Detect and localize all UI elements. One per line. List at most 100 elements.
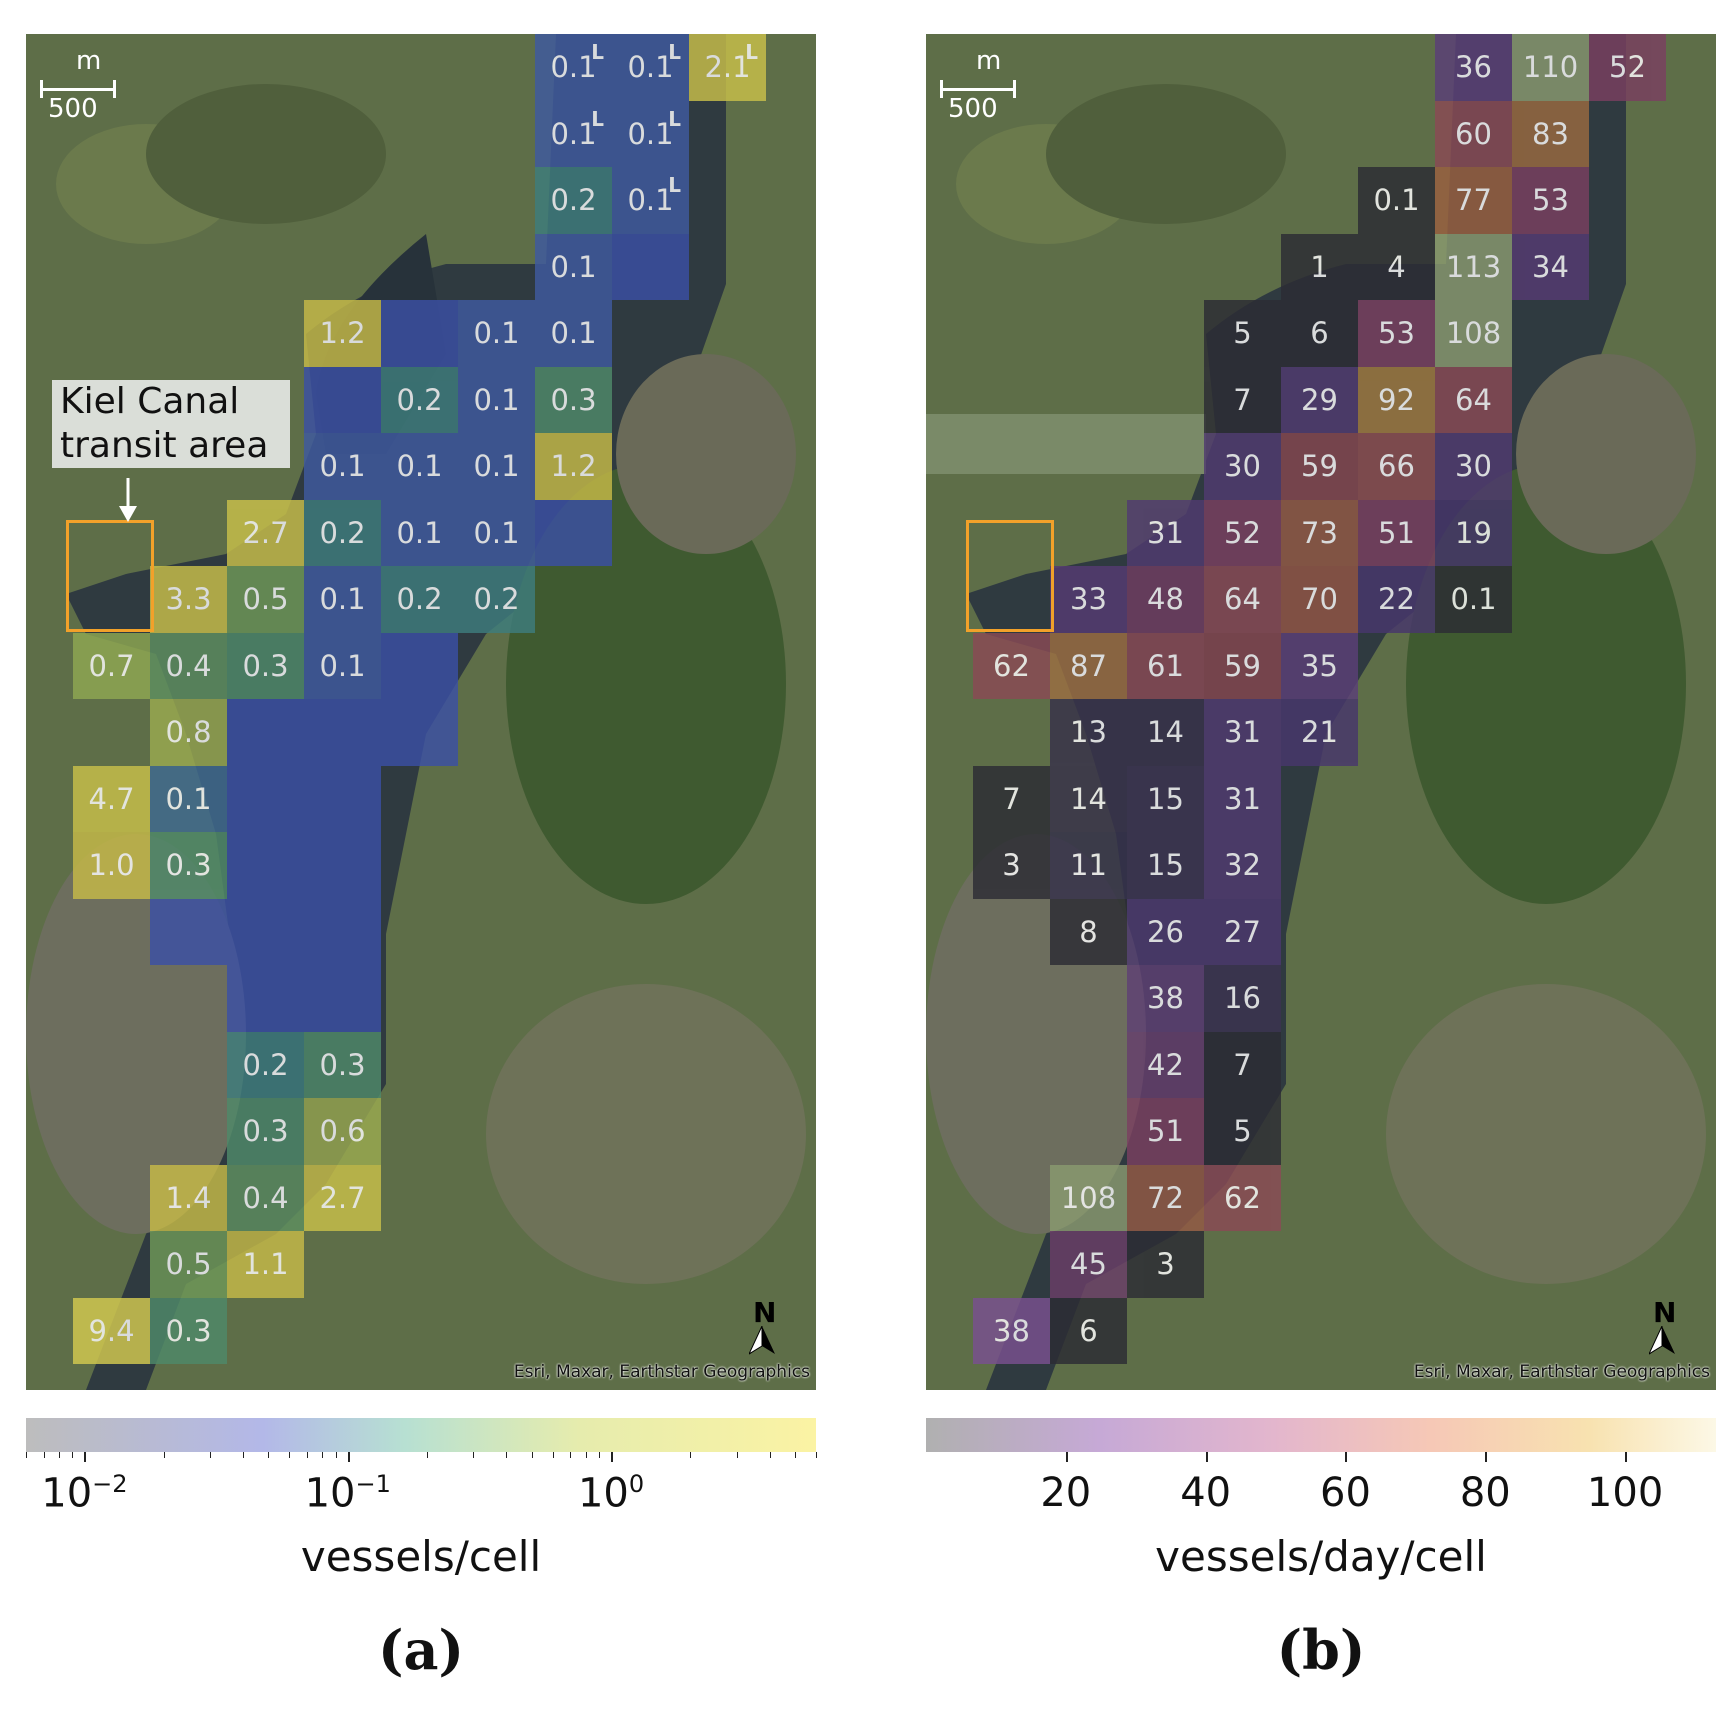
cell-value: 0.2 <box>242 1047 289 1082</box>
cell-value: 0.8 <box>165 715 212 750</box>
grid-cell <box>535 499 612 566</box>
cell-value: 4 <box>1387 249 1406 284</box>
cell-value: 7 <box>1233 382 1252 417</box>
grid-cell <box>227 699 304 766</box>
grid-cell: 38 <box>1127 965 1204 1032</box>
cell-value: 0.3 <box>319 1047 366 1082</box>
grid-cell: 27 <box>1204 898 1281 965</box>
cell-value: 5 <box>1233 316 1252 351</box>
grid-cell: 6 <box>1050 1297 1127 1364</box>
colorbar-tick <box>268 1452 270 1458</box>
cell-value: 108 <box>1445 316 1502 351</box>
cell-value: 0.1 <box>473 382 520 417</box>
grid-cell: 0.1 <box>458 433 535 500</box>
cell-flag: L <box>668 106 681 131</box>
cell-value: 2.7 <box>242 515 289 550</box>
grid-cell: 13 <box>1050 699 1127 766</box>
cell-value: 2.1 <box>704 50 751 85</box>
grid-cell: 108 <box>1435 300 1512 367</box>
grid-cell: 1.2 <box>304 300 381 367</box>
grid-cell: 1.1 <box>227 1231 304 1298</box>
colorbar-tick <box>289 1452 291 1458</box>
grid-cell: 0.2 <box>458 566 535 633</box>
panel-label-b: (b) <box>1276 1618 1366 1682</box>
grid-cell: 3 <box>973 832 1050 899</box>
cell-value: 59 <box>1301 449 1338 484</box>
scale-unit: m <box>976 46 1002 76</box>
grid-cell: 31 <box>1204 765 1281 832</box>
grid-cell: 0.4 <box>150 632 227 699</box>
colorbar-tick <box>570 1452 572 1458</box>
grid-cell: 64 <box>1204 566 1281 633</box>
grid-cell: 0.1 <box>1358 167 1435 234</box>
cell-value: 61 <box>1147 648 1184 683</box>
scale-unit: m <box>76 46 102 76</box>
grid-cell: 30 <box>1435 433 1512 500</box>
cell-value: 27 <box>1224 914 1261 949</box>
kiel-canal-transit-area-box <box>66 520 154 632</box>
grid-cell <box>227 965 304 1032</box>
map-attribution: Esri, Maxar, Earthstar Geographics <box>513 1362 810 1382</box>
colorbar-tick-label: 40 <box>1180 1470 1232 1516</box>
grid-cell: 0.3 <box>304 1031 381 1098</box>
grid-cell: 0.3 <box>150 832 227 899</box>
cell-value: 0.3 <box>550 382 597 417</box>
cell-value: 0.1 <box>319 648 366 683</box>
cell-value: 0.5 <box>165 1247 212 1282</box>
grid-cell: 110 <box>1512 34 1589 101</box>
cell-flag: L <box>668 173 681 197</box>
cell-flag: L <box>668 40 681 64</box>
colorbar-tick <box>242 1452 244 1458</box>
cell-value: 0.1 <box>550 316 597 351</box>
grid-cell: 38 <box>973 1297 1050 1364</box>
cell-value: 66 <box>1378 449 1415 484</box>
cell-value: 3 <box>1156 1247 1175 1282</box>
colorbar-tick <box>736 1452 738 1458</box>
cell-value: 72 <box>1147 1180 1184 1215</box>
cell-value: 0.3 <box>242 1114 289 1149</box>
colorbar-tick <box>506 1452 508 1458</box>
grid-cell: 22 <box>1358 566 1435 633</box>
cell-value: 38 <box>1147 981 1184 1016</box>
grid-cell: 3 <box>1127 1231 1204 1298</box>
cell-value: 52 <box>1224 515 1261 550</box>
cell-value: 0.2 <box>319 515 366 550</box>
grid-cell: 3.3 <box>150 566 227 633</box>
cell-value: 0.3 <box>165 1313 212 1348</box>
grid-cell <box>304 965 381 1032</box>
kiel-canal-callout: Kiel Canal transit area <box>52 380 290 468</box>
cell-value: 9.4 <box>88 1313 135 1348</box>
cell-value: 59 <box>1224 648 1261 683</box>
grid-cell: 0.5 <box>150 1231 227 1298</box>
grid-cell: 14 <box>1127 699 1204 766</box>
grid-cell: 14 <box>1050 765 1127 832</box>
colorbar-tick <box>599 1452 601 1458</box>
cell-value: 32 <box>1224 848 1261 883</box>
grid-cell: 0.1 <box>150 765 227 832</box>
grid-cell: 73 <box>1281 499 1358 566</box>
cell-value: 0.2 <box>473 582 520 617</box>
cell-value: 14 <box>1147 715 1184 750</box>
north-label: N <box>753 1296 777 1329</box>
colorbar-tick <box>84 1452 87 1462</box>
cell-value: 0.4 <box>242 1180 289 1215</box>
grid-cell: 60 <box>1435 100 1512 167</box>
grid-cell <box>227 765 304 832</box>
cell-value: 0.1 <box>396 515 443 550</box>
grid-cell: 8 <box>1050 898 1127 965</box>
grid-cell: 0.3 <box>535 366 612 433</box>
cell-value: 51 <box>1147 1114 1184 1149</box>
grid-cell: 66 <box>1358 433 1435 500</box>
colorbar-tick-label: 80 <box>1459 1470 1511 1516</box>
grid-cell: 35 <box>1281 632 1358 699</box>
cell-value: 60 <box>1455 116 1492 151</box>
cell-value: 36 <box>1455 50 1492 85</box>
cell-value: 21 <box>1301 715 1338 750</box>
cell-value: 0.1 <box>319 582 366 617</box>
cell-value: 0.4 <box>165 648 212 683</box>
grid-cell: 15 <box>1127 832 1204 899</box>
grid-cell: 0.1 <box>304 632 381 699</box>
cell-value: 53 <box>1532 183 1569 218</box>
cell-value: 0.2 <box>396 582 443 617</box>
colorbar-tick <box>210 1452 212 1458</box>
